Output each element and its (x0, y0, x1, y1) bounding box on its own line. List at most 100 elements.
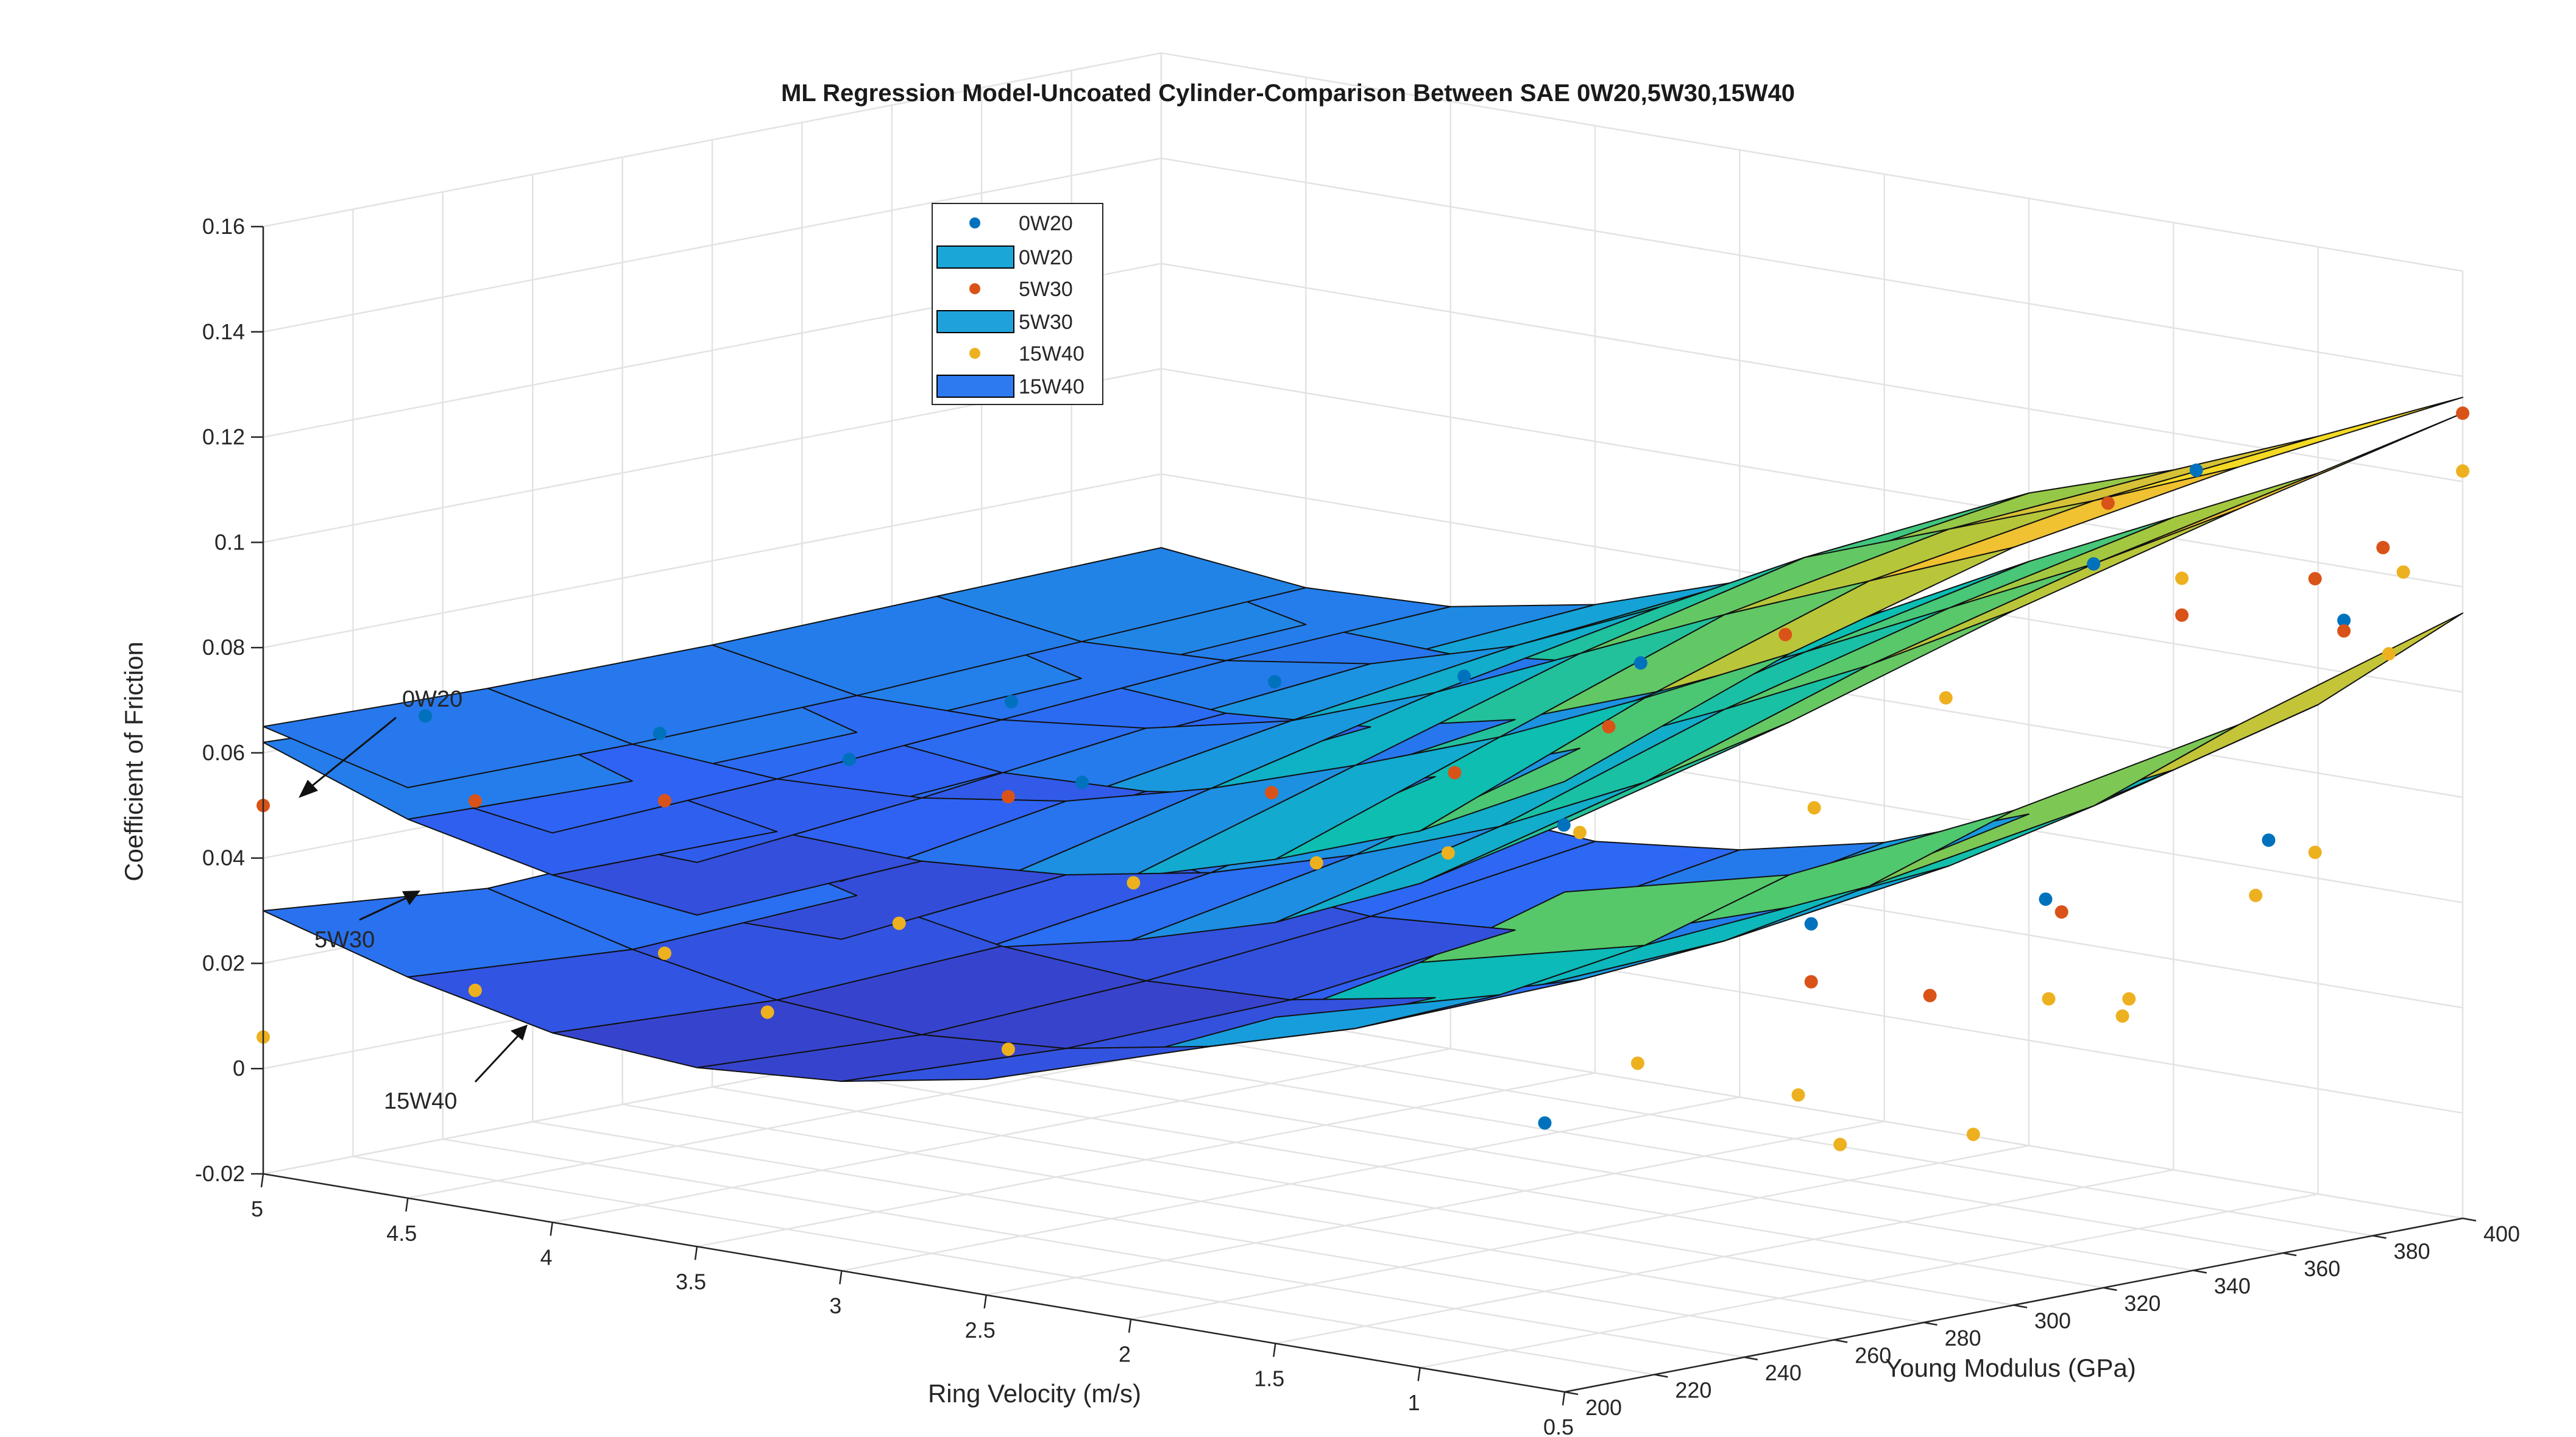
point-15w40-14 (1833, 1137, 1847, 1151)
point-15w40-9 (1573, 825, 1587, 839)
point-0w20-12 (2189, 463, 2203, 477)
point-0w20-7 (1633, 656, 1647, 670)
x-tick-label-6: 3.5 (676, 1269, 706, 1294)
legend-label-5w30-points: 5W30 (1019, 278, 1073, 301)
y-tick-label-0: 200 (1585, 1395, 1622, 1420)
x-tick-mark-5 (839, 1270, 843, 1285)
y-tick-mark-8 (2282, 1252, 2297, 1257)
x-tick-label-4: 2.5 (965, 1318, 996, 1343)
y-tick-mark-9 (2373, 1235, 2387, 1239)
point-0w20-1 (653, 727, 667, 740)
legend-label-5w30-surface: 5W30 (1019, 311, 1073, 334)
point-5w30-1 (468, 794, 482, 808)
x-tick-mark-9 (260, 1173, 264, 1188)
point-15w40-15 (2042, 992, 2056, 1006)
point-0w20-2 (842, 752, 856, 766)
grid-line-z-9 (263, 52, 2463, 272)
point-15w40-16 (1966, 1128, 1980, 1142)
y-tick-label-4: 280 (1945, 1326, 1981, 1350)
y-tick-label-9: 380 (2394, 1239, 2430, 1264)
x-tick-label-3: 2 (1119, 1342, 1131, 1367)
legend-patch-15w40 (936, 375, 1014, 398)
point-15w40-18 (2175, 571, 2189, 585)
x-axis-line (263, 1173, 1565, 1393)
tick-labels: 0.5 1 1.5 2 2.5 3 3.5 4 4.5 5 200 220 240 260 280 300 32… (195, 214, 2520, 1437)
z-tick-label-6: 0.1 (214, 529, 245, 554)
point-15w40-3 (760, 1005, 774, 1019)
y-tick-mark-1 (1654, 1374, 1668, 1378)
y-tick-mark-5 (2013, 1304, 2028, 1308)
point-0w20-6 (1457, 669, 1471, 683)
legend-marker-5w30 (969, 283, 980, 294)
legend-patch-5w30 (936, 310, 1014, 333)
point-5w30-7 (1778, 627, 1792, 641)
point-5w30-3 (1001, 789, 1015, 803)
point-5w30-8 (1804, 975, 1818, 989)
point-15w40-2 (657, 946, 671, 960)
legend-marker-15w40 (969, 348, 980, 359)
point-15w40-1 (468, 983, 482, 997)
point-0w20-14 (2337, 613, 2351, 627)
point-15w40-17 (2115, 1009, 2129, 1023)
grid-line-z-7 (263, 263, 2463, 482)
point-5w30-11 (2175, 608, 2189, 622)
point-5w30-15 (2337, 624, 2351, 638)
point-15w40-5 (1001, 1042, 1015, 1056)
z-tick-label-9: 0.16 (202, 214, 245, 239)
legend-label-15w40-surface: 15W40 (1019, 375, 1085, 398)
chart-title: ML Regression Model-Uncoated Cylinder-Co… (781, 80, 1795, 107)
point-0w20-11 (2087, 557, 2101, 571)
y-tick-mark-3 (1833, 1339, 1848, 1343)
point-0w20-5 (1268, 675, 1282, 689)
y-tick-label-10: 400 (2483, 1221, 2520, 1246)
point-0w20-10 (1804, 917, 1818, 931)
y-tick-label-7: 340 (2214, 1274, 2251, 1299)
x-tick-label-0: 0.5 (1543, 1414, 1574, 1437)
y-tick-mark-10 (2462, 1217, 2477, 1222)
x-tick-label-5: 3 (829, 1293, 841, 1318)
point-0w20-9 (1538, 1116, 1552, 1130)
point-15w40-21 (2308, 846, 2322, 860)
point-5w30-10 (2101, 496, 2115, 510)
legend-label-0w20-surface: 0W20 (1019, 246, 1073, 269)
point-5w30-5 (1448, 766, 1462, 780)
x-tick-mark-0 (1562, 1391, 1566, 1406)
x-axis-label: Ring Velocity (m/s) (928, 1379, 1141, 1408)
z-tick-label-0: -0.02 (195, 1161, 245, 1186)
y-tick-label-5: 300 (2034, 1308, 2071, 1333)
surface-0w20-quad-0-0 (263, 688, 633, 788)
y-tick-mark-2 (1744, 1356, 1758, 1361)
point-0w20-13 (2039, 892, 2053, 906)
annotation-5w30-arrow (359, 893, 415, 921)
y-tick-label-6: 320 (2124, 1291, 2160, 1316)
legend-label-15w40-points: 15W40 (1019, 342, 1085, 365)
y-tick-label-3: 260 (1855, 1343, 1891, 1368)
legend[interactable]: 0W20 0W20 5W30 5W30 15W40 15W40 (932, 203, 1103, 405)
x-tick-label-2: 1.5 (1254, 1366, 1284, 1391)
point-5w30-12 (2054, 905, 2068, 919)
point-15w40-10 (1630, 1056, 1644, 1070)
grid-line-z-8 (263, 157, 2463, 378)
surfaces (263, 397, 2463, 1082)
point-0w20-4 (1075, 775, 1089, 789)
y-tick-mark-4 (1923, 1321, 1937, 1326)
y-tick-label-2: 240 (1765, 1360, 1802, 1385)
x-tick-label-7: 4 (540, 1245, 553, 1270)
legend-marker-0w20 (969, 217, 980, 228)
x-tick-label-9: 5 (251, 1196, 263, 1221)
annotation-15w40-label: 15W40 (384, 1089, 457, 1114)
x-tick-mark-8 (405, 1198, 409, 1212)
z-tick-label-1: 0 (233, 1056, 245, 1081)
y-tick-mark-0 (1564, 1391, 1579, 1396)
annotation-15w40-arrow (474, 1028, 525, 1083)
legend-patch-0w20 (936, 245, 1014, 269)
y-tick-label-1: 220 (1675, 1378, 1711, 1403)
point-5w30-13 (2308, 572, 2322, 585)
annotation-15w40-arrowhead (511, 1025, 528, 1040)
z-tick-label-8: 0.14 (202, 319, 245, 344)
y-tick-mark-6 (2103, 1287, 2117, 1291)
z-tick-label-4: 0.06 (202, 740, 245, 765)
annotation-0w20-arrowhead (299, 780, 318, 798)
